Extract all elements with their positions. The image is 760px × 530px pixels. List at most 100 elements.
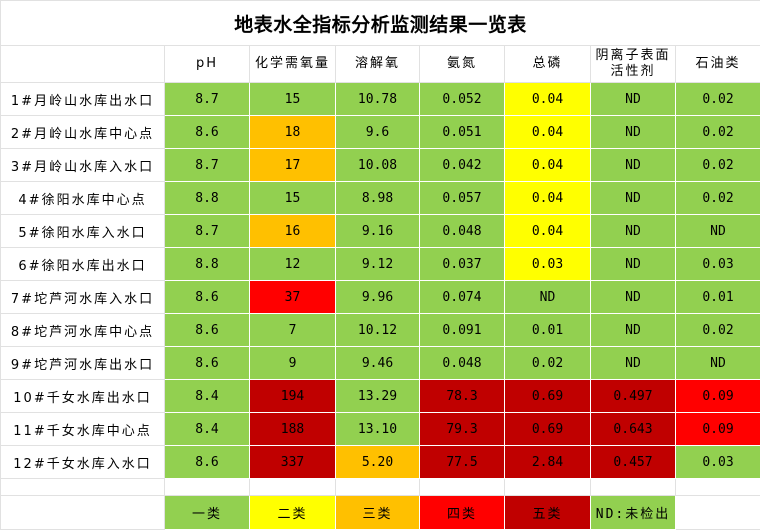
value-cell-cod[interactable]: 15 [249, 82, 336, 116]
value-cell-do[interactable]: 9.96 [335, 280, 420, 314]
header-tp[interactable]: 总磷 [504, 45, 591, 83]
value-cell-cod[interactable]: 12 [249, 247, 336, 281]
value-cell-ph[interactable]: 8.6 [164, 115, 250, 149]
empty-cell[interactable] [249, 478, 336, 496]
empty-cell[interactable] [674, 478, 760, 496]
value-cell-surfactant[interactable]: 0.643 [590, 412, 676, 446]
value-cell-ph[interactable]: 8.8 [164, 247, 250, 281]
value-cell-cod[interactable]: 194 [249, 379, 336, 413]
value-cell-oil[interactable]: 0.02 [675, 82, 760, 116]
value-cell-oil[interactable]: 0.09 [675, 412, 760, 446]
value-cell-tp[interactable]: 0.04 [504, 148, 591, 182]
value-cell-ammonia[interactable]: 0.048 [419, 214, 505, 248]
value-cell-cod[interactable]: 7 [249, 313, 336, 347]
value-cell-tp[interactable]: 0.69 [504, 379, 591, 413]
site-name-cell[interactable]: 3#月岭山水库入水口 [0, 148, 165, 182]
value-cell-tp[interactable]: 0.04 [504, 115, 591, 149]
header-do[interactable]: 溶解氧 [335, 45, 420, 83]
empty-cell[interactable] [0, 495, 165, 530]
value-cell-ammonia[interactable]: 77.5 [419, 445, 505, 479]
value-cell-surfactant[interactable]: ND [590, 82, 676, 116]
legend-item[interactable]: 一类 [164, 495, 250, 530]
empty-cell[interactable] [164, 478, 250, 496]
value-cell-ammonia[interactable]: 0.042 [419, 148, 505, 182]
value-cell-surfactant[interactable]: 0.497 [590, 379, 676, 413]
site-name-cell[interactable]: 4#徐阳水库中心点 [0, 181, 165, 215]
value-cell-do[interactable]: 8.98 [335, 181, 420, 215]
legend-item[interactable]: 三类 [335, 495, 420, 530]
value-cell-do[interactable]: 10.12 [335, 313, 420, 347]
value-cell-tp[interactable]: 0.04 [504, 82, 591, 116]
value-cell-tp[interactable]: 0.69 [504, 412, 591, 446]
table-title[interactable]: 地表水全指标分析监测结果一览表 [0, 0, 760, 46]
value-cell-ammonia[interactable]: 0.052 [419, 82, 505, 116]
value-cell-do[interactable]: 5.20 [335, 445, 420, 479]
value-cell-do[interactable]: 13.10 [335, 412, 420, 446]
header-oil[interactable]: 石油类 [674, 45, 760, 83]
value-cell-oil[interactable]: 0.03 [675, 247, 760, 281]
value-cell-do[interactable]: 10.08 [335, 148, 420, 182]
value-cell-do[interactable]: 9.6 [335, 115, 420, 149]
empty-cell[interactable] [419, 478, 505, 496]
value-cell-ammonia[interactable]: 0.074 [419, 280, 505, 314]
value-cell-tp[interactable]: ND [504, 280, 591, 314]
value-cell-oil[interactable]: ND [675, 346, 760, 380]
empty-cell[interactable] [335, 478, 420, 496]
value-cell-cod[interactable]: 15 [249, 181, 336, 215]
value-cell-ph[interactable]: 8.7 [164, 214, 250, 248]
value-cell-ph[interactable]: 8.6 [164, 346, 250, 380]
value-cell-do[interactable]: 13.29 [335, 379, 420, 413]
value-cell-oil[interactable]: ND [675, 214, 760, 248]
legend-item[interactable]: 五类 [504, 495, 591, 530]
value-cell-tp[interactable]: 0.03 [504, 247, 591, 281]
site-name-cell[interactable]: 11#千女水库中心点 [0, 412, 165, 446]
value-cell-oil[interactable]: 0.02 [675, 181, 760, 215]
header-cod[interactable]: 化学需氧量 [249, 45, 336, 83]
value-cell-surfactant[interactable]: ND [590, 214, 676, 248]
value-cell-tp[interactable]: 0.01 [504, 313, 591, 347]
value-cell-ph[interactable]: 8.6 [164, 445, 250, 479]
value-cell-surfactant[interactable]: ND [590, 247, 676, 281]
header-ammonia[interactable]: 氨氮 [419, 45, 505, 83]
value-cell-surfactant[interactable]: ND [590, 346, 676, 380]
legend-item[interactable]: 二类 [249, 495, 336, 530]
site-name-cell[interactable]: 9#坨芦河水库出水口 [0, 346, 165, 380]
site-name-cell[interactable]: 2#月岭山水库中心点 [0, 115, 165, 149]
site-name-cell[interactable]: 5#徐阳水库入水口 [0, 214, 165, 248]
value-cell-oil[interactable]: 0.02 [675, 148, 760, 182]
legend-item[interactable]: 四类 [419, 495, 505, 530]
value-cell-ammonia[interactable]: 0.048 [419, 346, 505, 380]
site-name-cell[interactable]: 8#坨芦河水库中心点 [0, 313, 165, 347]
site-name-cell[interactable]: 6#徐阳水库出水口 [0, 247, 165, 281]
value-cell-do[interactable]: 9.46 [335, 346, 420, 380]
value-cell-ammonia[interactable]: 0.037 [419, 247, 505, 281]
value-cell-surfactant[interactable]: ND [590, 115, 676, 149]
value-cell-cod[interactable]: 337 [249, 445, 336, 479]
site-name-cell[interactable]: 12#千女水库入水口 [0, 445, 165, 479]
empty-cell[interactable] [0, 478, 165, 496]
value-cell-oil[interactable]: 0.02 [675, 313, 760, 347]
value-cell-ammonia[interactable]: 0.057 [419, 181, 505, 215]
value-cell-tp[interactable]: 0.04 [504, 181, 591, 215]
value-cell-ammonia[interactable]: 78.3 [419, 379, 505, 413]
value-cell-ph[interactable]: 8.4 [164, 412, 250, 446]
value-cell-surfactant[interactable]: ND [590, 313, 676, 347]
value-cell-surfactant[interactable]: ND [590, 181, 676, 215]
value-cell-cod[interactable]: 18 [249, 115, 336, 149]
value-cell-ph[interactable]: 8.7 [164, 82, 250, 116]
value-cell-ph[interactable]: 8.6 [164, 280, 250, 314]
legend-item[interactable] [674, 495, 760, 530]
value-cell-ph[interactable]: 8.8 [164, 181, 250, 215]
header-ph[interactable]: pH [164, 45, 250, 83]
value-cell-oil[interactable]: 0.09 [675, 379, 760, 413]
header-surfactant[interactable]: 阴离子表面 活性剂 [590, 45, 676, 83]
value-cell-do[interactable]: 10.78 [335, 82, 420, 116]
empty-cell[interactable] [590, 478, 676, 496]
value-cell-cod[interactable]: 188 [249, 412, 336, 446]
value-cell-oil[interactable]: 0.01 [675, 280, 760, 314]
value-cell-ph[interactable]: 8.6 [164, 313, 250, 347]
value-cell-cod[interactable]: 9 [249, 346, 336, 380]
value-cell-oil[interactable]: 0.02 [675, 115, 760, 149]
value-cell-surfactant[interactable]: 0.457 [590, 445, 676, 479]
value-cell-tp[interactable]: 0.04 [504, 214, 591, 248]
